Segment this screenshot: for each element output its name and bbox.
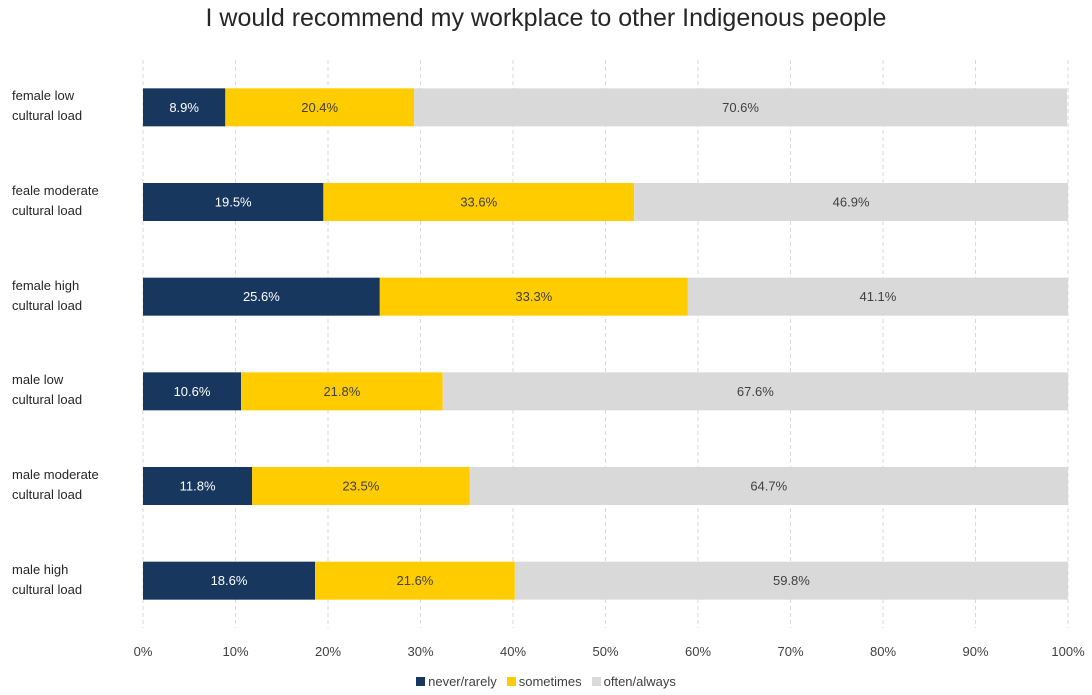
- data-label: 46.9%: [833, 195, 870, 210]
- category-label: female low cultural load: [12, 86, 137, 126]
- data-label: 59.8%: [773, 573, 810, 588]
- legend-item: often/always: [591, 674, 676, 689]
- x-tick-label: 90%: [962, 644, 988, 659]
- category-label-line: cultural load: [12, 297, 83, 313]
- bar-segment: [143, 561, 316, 600]
- data-label: 10.6%: [174, 384, 211, 399]
- data-label: 20.4%: [301, 100, 338, 115]
- bar-segment: [315, 561, 515, 600]
- data-label: 33.6%: [460, 195, 497, 210]
- category-label: male low cultural load: [12, 370, 137, 410]
- bar-segment: [514, 561, 1068, 600]
- x-tick-label: 60%: [685, 644, 711, 659]
- bar-segment: [143, 277, 380, 316]
- bar-segment: [634, 183, 1068, 221]
- bar-segment: [143, 467, 253, 505]
- data-label: 67.6%: [737, 384, 774, 399]
- bar-segment: [414, 88, 1068, 127]
- category-label-line: feale moderate: [12, 183, 99, 198]
- data-label: 11.8%: [180, 479, 216, 494]
- x-tick-label: 100%: [1051, 644, 1085, 659]
- data-label: 64.7%: [750, 479, 787, 494]
- x-tick-label: 50%: [592, 644, 618, 659]
- category-label-line: male moderate: [12, 467, 99, 482]
- category-label-line: male low: [12, 372, 64, 388]
- data-label: 41.1%: [859, 289, 896, 304]
- category-label-line: cultural load: [12, 203, 83, 218]
- bar-segment: [225, 88, 415, 127]
- data-label: 21.6%: [397, 573, 434, 588]
- x-tick-label: 80%: [870, 644, 896, 659]
- category-label-line: male high: [12, 561, 69, 577]
- category-label: male moderate cultural load: [12, 465, 137, 505]
- legend-label: often/always: [603, 674, 676, 689]
- category-label-line: female low: [12, 88, 75, 104]
- bar-segment: [143, 183, 324, 221]
- legend-label: sometimes: [518, 674, 582, 689]
- legend-item: sometimes: [506, 674, 582, 689]
- chart-title: I would recommend my workplace to other …: [205, 4, 887, 32]
- bar-segment: [143, 372, 242, 411]
- data-label: 19.5%: [215, 195, 252, 210]
- bar-segment: [687, 277, 1068, 316]
- bar-segment: [143, 88, 226, 127]
- category-label: feale moderate cultural load: [12, 181, 137, 221]
- legend-swatch: [591, 677, 601, 686]
- x-tick-label: 40%: [500, 644, 526, 659]
- category-label-line: cultural load: [12, 392, 83, 408]
- category-label-line: cultural load: [12, 108, 83, 124]
- legend-label: never/rarely: [428, 674, 497, 689]
- legend-swatch: [416, 677, 426, 686]
- category-label-line: female high: [12, 277, 80, 293]
- data-label: 21.8%: [323, 384, 360, 399]
- x-tick-label: 10%: [222, 644, 248, 659]
- bar-segment: [442, 372, 1068, 411]
- x-tick-label: 0%: [134, 644, 153, 659]
- data-label: 8.9%: [169, 100, 199, 115]
- category-label-line: cultural load: [12, 581, 83, 597]
- x-tick-label: 20%: [315, 644, 341, 659]
- legend: never/rarely sometimes often/always: [0, 674, 1092, 689]
- bar-segment: [323, 183, 635, 221]
- data-label: 70.6%: [722, 100, 759, 115]
- category-label-line: cultural load: [12, 487, 83, 502]
- bar-segment: [379, 277, 688, 316]
- legend-swatch: [506, 677, 516, 686]
- bar-segment: [252, 467, 470, 505]
- data-label: 25.6%: [243, 289, 280, 304]
- bar-segment: [241, 372, 443, 411]
- legend-item: never/rarely: [416, 674, 497, 689]
- x-tick-label: 70%: [777, 644, 803, 659]
- data-label: 18.6%: [211, 573, 248, 588]
- data-label: 23.5%: [342, 479, 379, 494]
- bar-segment: [469, 467, 1068, 505]
- data-label: 33.3%: [515, 289, 552, 304]
- category-label: female high cultural load: [12, 276, 137, 316]
- x-tick-label: 30%: [407, 644, 433, 659]
- category-label: male high cultural load: [12, 560, 137, 600]
